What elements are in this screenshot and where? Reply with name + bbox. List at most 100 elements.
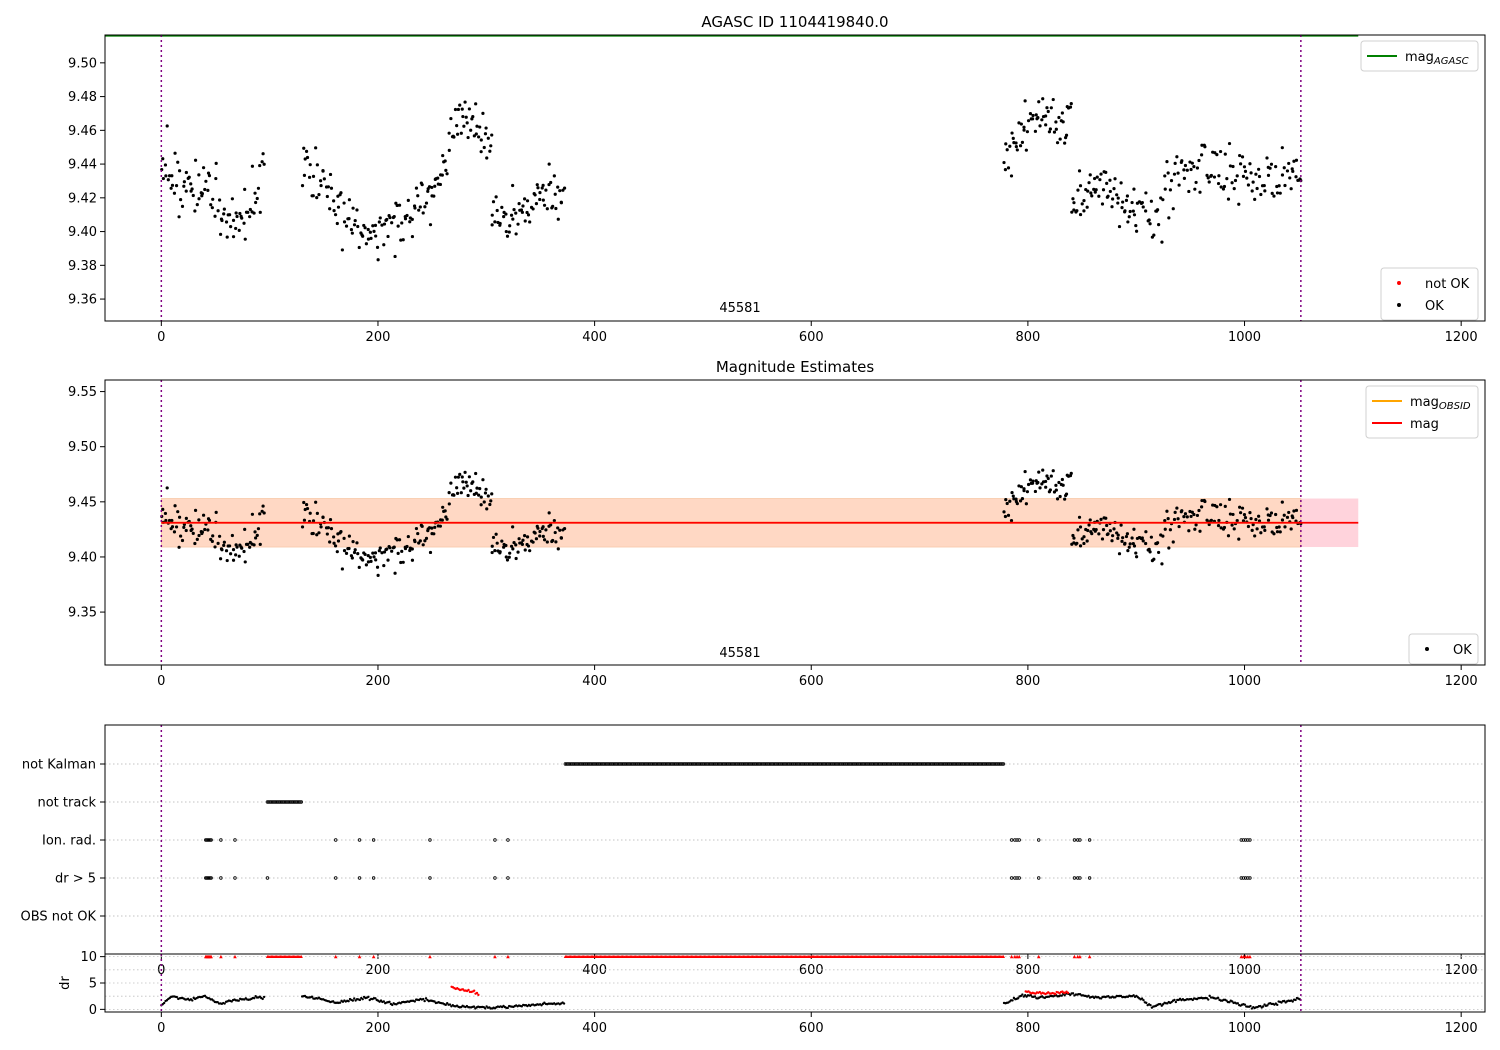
y-tick-label: 10 (80, 950, 97, 965)
mag-ok-point (1217, 174, 1221, 178)
mag-ok-point (400, 221, 404, 225)
mag-ok-point (1144, 191, 1148, 195)
mag-ok-point (469, 128, 473, 132)
mag-ok-point (1036, 480, 1040, 485)
mag-ok-point (371, 551, 375, 555)
mag-ok-point (204, 179, 208, 183)
mag-ok-point (1131, 209, 1135, 213)
mag-ok-point (1058, 137, 1062, 141)
mag-ok-point (1243, 169, 1248, 173)
mag-ok-point (1248, 511, 1252, 515)
mag-ok-point (1054, 120, 1058, 124)
mag-ok-point (549, 180, 553, 185)
mag-ok-point (1033, 129, 1038, 133)
mag-ok-point (528, 549, 532, 553)
mag-ok-point (382, 550, 387, 554)
mag-ok-point (420, 524, 424, 528)
mag-ok-point (559, 201, 563, 205)
mag-ok-point (531, 207, 535, 211)
mag-ok-point (376, 258, 380, 262)
mag-ok-point (1011, 136, 1015, 140)
dr-clipped-marker (1087, 954, 1092, 959)
mag-ok-point (1022, 125, 1026, 129)
mag-ok-point (490, 133, 494, 137)
mag-ok-point (440, 518, 444, 522)
mag-ok-point (1161, 198, 1165, 202)
mag-ok-point (170, 525, 175, 529)
mag-ok-point (1087, 181, 1091, 185)
mag-ok-point (1274, 512, 1278, 517)
mag-ok-point (1044, 114, 1048, 118)
mag-ok-point (511, 183, 515, 188)
mag-ok-point (1223, 504, 1227, 508)
mag-ok-point (319, 525, 323, 529)
mag-ok-point (534, 202, 539, 206)
mag-ok-point (209, 203, 213, 207)
mag-ok-point (416, 194, 420, 198)
mag-ok-point (1140, 536, 1144, 540)
mag-ok-point (377, 220, 381, 224)
mag-ok-point (507, 230, 511, 234)
mag-ok-point (1078, 525, 1083, 529)
mag-ok-point (197, 197, 201, 201)
y-tick-label: 9.38 (68, 259, 97, 274)
mag-ok-point (1266, 173, 1271, 177)
legend-label: not OK (1425, 277, 1470, 292)
mag-ok-point (231, 558, 236, 562)
mag-ok-point (1257, 519, 1262, 523)
mag-ok-point (1263, 189, 1267, 193)
mag-ok-point (1173, 510, 1177, 514)
mag-ok-point (522, 534, 527, 538)
mag-ok-point (526, 544, 531, 548)
mag-ok-point (1054, 127, 1058, 131)
mag-ok-point (436, 176, 440, 180)
mag-ok-point (1238, 153, 1242, 158)
mag-ok-point (400, 549, 404, 553)
mag-ok-point (1022, 128, 1026, 132)
mag-ok-point (329, 527, 334, 531)
mag-ok-point (474, 471, 478, 476)
mag-ok-point (347, 217, 351, 221)
dr-ok-point (374, 997, 377, 1000)
mag-ok-point (1213, 151, 1217, 155)
mag-ok-point (1022, 489, 1026, 493)
mag-ok-point (1183, 512, 1188, 516)
mag-ok-point (237, 554, 241, 558)
mag-ok-point (1183, 163, 1188, 168)
mag-ok-point (216, 541, 220, 545)
mag-ok-point (170, 183, 175, 187)
mag-ok-point (1116, 196, 1120, 200)
mag-ok-point (504, 555, 508, 559)
dr-ok-point (367, 995, 370, 999)
mag-ok-point (1173, 161, 1177, 165)
mag-ok-point (531, 540, 535, 544)
mag-ok-point (474, 491, 478, 495)
dr-not-ok-point (477, 993, 480, 997)
mag-ok-point (509, 213, 514, 217)
mag-ok-point (1123, 209, 1127, 213)
mag-ok-point (372, 229, 376, 233)
mag-ok-point (1054, 488, 1058, 492)
mag-ok-point (485, 156, 489, 160)
mag-ok-point (302, 500, 306, 505)
flag-point (1241, 876, 1246, 880)
mag-ok-point (1126, 220, 1130, 224)
mag-ok-point (314, 146, 318, 150)
mag-ok-point (385, 217, 389, 222)
mag-ok-point (534, 537, 539, 541)
mag-ok-point (302, 173, 307, 177)
mag-ok-point (388, 215, 392, 220)
mag-ok-point (224, 549, 229, 553)
flag-point (219, 838, 223, 842)
y-tick-label: 9.46 (68, 124, 97, 139)
mag-ok-point (1014, 141, 1018, 145)
flag-point (371, 838, 376, 842)
mag-ok-point (234, 226, 238, 231)
flag-category-label: not Kalman (22, 758, 96, 773)
mag-ok-point (234, 553, 238, 557)
mag-ok-point (191, 531, 195, 535)
mag-ok-point (1076, 188, 1080, 192)
mag-ok-point (536, 186, 540, 190)
mag-ok-point (1209, 173, 1213, 178)
mag-ok-point (516, 550, 520, 554)
